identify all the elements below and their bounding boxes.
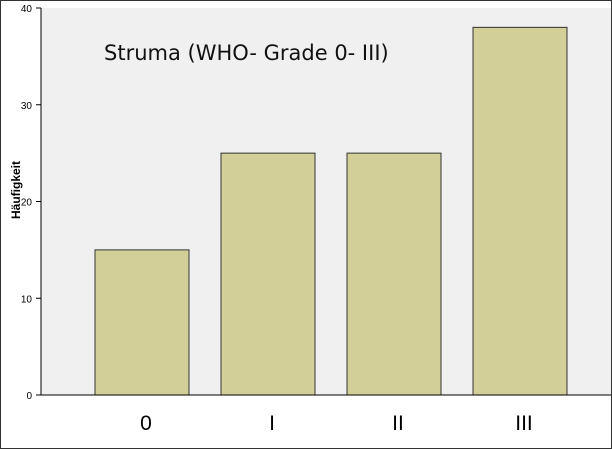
bar-III [472,26,568,396]
y-ticks-group: 0 10 20 30 40 [21,4,41,402]
chart-title: Struma (WHO- Grade 0- III) [104,41,389,65]
category-label: II [392,412,404,435]
y-tick-label: 30 [21,101,33,112]
bars-group [94,26,568,396]
category-labels-group: 0 I II III [140,412,533,435]
y-tick-label: 20 [21,198,33,209]
y-tick-label: 0 [26,391,32,402]
y-tick-label: 40 [21,4,33,15]
bar-I [220,152,316,396]
y-tick-label: 10 [21,294,33,305]
bar-II [346,152,442,396]
category-label: III [515,412,533,435]
bar-0 [94,249,190,396]
category-label: I [269,412,275,435]
category-label-panel [123,396,557,448]
y-axis-label: Häufigkeit [9,161,23,219]
category-label: 0 [140,412,152,435]
